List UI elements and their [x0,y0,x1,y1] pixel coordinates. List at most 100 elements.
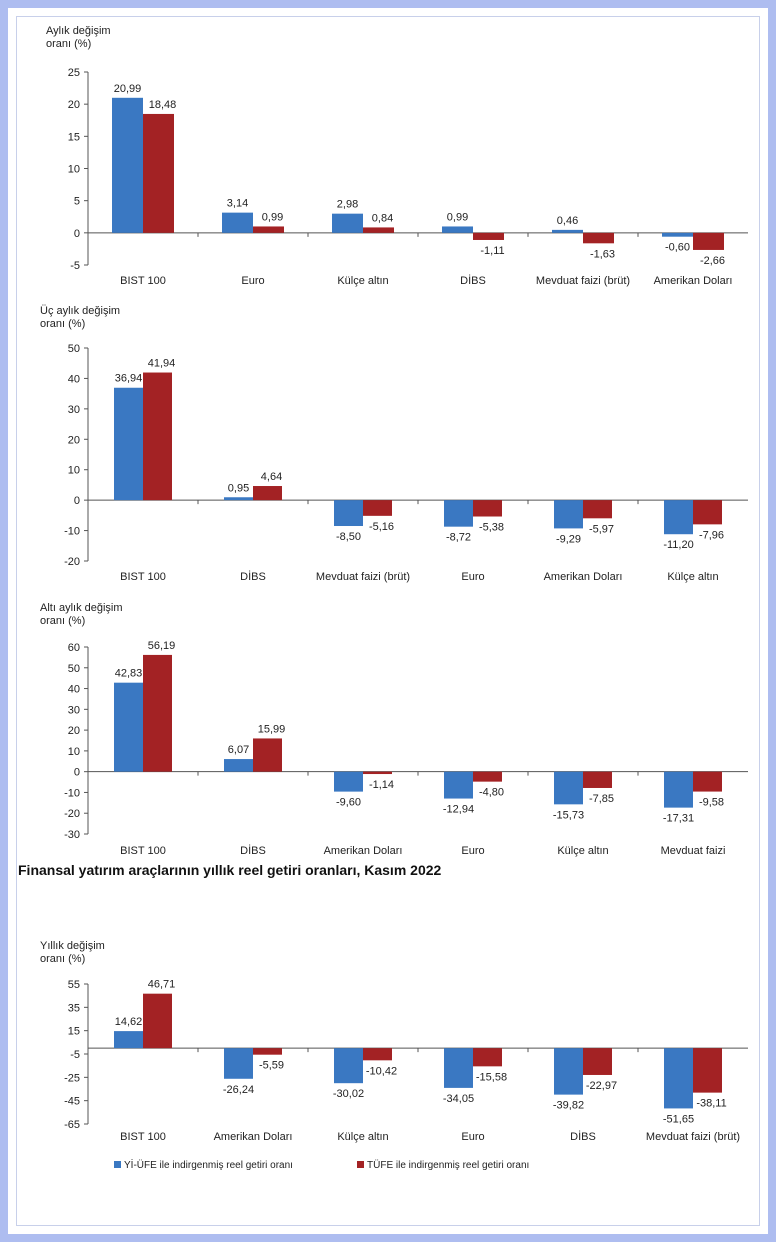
chart3-value-label-s1: 42,83 [115,668,143,680]
chart4-bar-s2 [473,1048,502,1067]
chart4-ylabel-line-2: oranı (%) [40,953,85,965]
chart1-value-label-s2: 0,84 [372,212,393,224]
chart4-value-label-s1: -30,02 [333,1088,364,1100]
chart3-bar-s2 [363,771,392,775]
chart3-value-label-s2: 15,99 [258,723,286,735]
chart4-category-label: Külçe altın [337,1131,388,1143]
chart4-ytick-label: -5 [70,1049,80,1061]
chart4-bar-s1 [664,1048,693,1109]
chart2-category-label: Mevduat faizi (brüt) [316,571,410,583]
chart1-ylabel-line-2: oranı (%) [46,38,91,50]
chart2-ytick-label: 40 [68,373,80,385]
chart2-value-label-s1: -11,20 [663,539,693,551]
chart4-bar-s1 [224,1048,253,1079]
chart3-bar-s2 [473,771,502,782]
chart1-category-label: BIST 100 [120,275,166,287]
chart4-bar-s2 [363,1048,392,1061]
chart2-ytick-label: 20 [68,434,80,446]
chart1-value-label-s1: 0,46 [557,215,578,227]
chart4-value-label-s2: -10,42 [366,1065,397,1077]
chart4-ytick-label: 55 [68,979,80,991]
chart3-ylabel-line-2: oranı (%) [40,615,85,627]
page-inner-border [16,16,760,1226]
chart4-bar-s2 [143,993,172,1049]
chart4-title: Finansal yatırım araçlarının yıllık reel… [18,862,442,878]
chart4-ytick-label: 35 [68,1002,80,1014]
chart1-bar-s1 [442,226,473,233]
chart1-ytick-label: 25 [68,67,80,79]
chart3-ytick-label: 50 [68,663,80,675]
chart4-bar-s1 [444,1048,473,1088]
legend-label-series1: Yİ-ÜFE ile indirgenmiş reel getiri oranı [124,1158,293,1171]
chart3-bar-s2 [583,771,612,788]
chart4-category-label: Euro [461,1131,484,1143]
chart3-ylabel-line-1: Altı aylık değişim [40,602,123,614]
chart3-value-label-s1: -12,94 [443,804,474,816]
chart1-value-label-s2: 18,48 [149,99,177,111]
chart1-value-label-s1: 2,98 [337,199,358,211]
chart4-bar-s1 [334,1048,363,1084]
chart2-category-label: Külçe altın [667,571,718,583]
chart4-value-label-s1: 14,62 [115,1016,143,1028]
chart3-bar-s1 [554,771,583,805]
chart2-value-label-s1: -9,29 [556,533,581,545]
chart2-bar-s2 [583,500,612,519]
chart2-bar-s1 [114,387,143,501]
chart2-bar-s2 [363,500,392,516]
chart3-value-label-s1: -15,73 [553,809,584,821]
chart2-ytick-label: 30 [68,404,80,416]
chart3-ytick-label: 30 [68,704,80,716]
legend-swatch-series2 [357,1161,364,1168]
chart4-value-label-s2: -15,58 [476,1071,507,1083]
chart3-category-label: DİBS [240,844,266,857]
chart4-value-label-s1: -26,24 [223,1084,254,1096]
chart1-value-label-s1: 20,99 [114,83,142,95]
chart2-bar-s2 [253,486,282,501]
chart1-category-label: Külçe altın [337,275,388,287]
chart3-ytick-label: -30 [64,829,80,841]
chart1-bar-s1 [332,213,363,233]
chart4-category-label: DİBS [570,1130,596,1143]
chart3-ytick-label: -10 [64,787,80,799]
chart2-ylabel-line-2: oranı (%) [40,318,85,330]
chart4-ytick-label: -45 [64,1096,80,1108]
chart1-value-label-s2: -1,63 [590,248,615,260]
chart2-value-label-s2: -7,96 [699,529,724,541]
chart2-ytick-label: 0 [74,495,80,507]
chart1-bar-s2 [583,232,614,244]
chart3-value-label-s2: 56,19 [148,640,176,652]
chart2-category-label: DİBS [240,570,266,583]
chart3-ytick-label: 0 [74,767,80,779]
chart1-ytick-label: -5 [70,260,80,272]
chart3-value-label-s1: -17,31 [663,813,694,825]
chart2-ytick-label: -10 [64,526,80,538]
chart2-value-label-s2: 41,94 [148,358,176,370]
chart4-bar-s2 [693,1048,722,1093]
chart4-value-label-s2: -5,59 [259,1060,284,1072]
chart2-value-label-s1: 0,95 [228,482,249,494]
chart3-ytick-label: 20 [68,725,80,737]
chart1-ytick-label: 0 [74,228,80,240]
chart3-value-label-s2: -4,80 [479,787,504,799]
chart2-value-label-s2: -5,97 [589,523,614,535]
chart1-bar-s2 [253,226,284,233]
chart1-value-label-s2: -1,11 [480,245,504,257]
chart3-bar-s2 [253,738,282,772]
chart1-bar-s2 [693,232,724,250]
chart4-value-label-s1: -51,65 [663,1113,694,1125]
chart3-value-label-s2: -7,85 [589,793,614,805]
chart2-value-label-s2: -5,38 [479,522,504,534]
chart2-ytick-label: 10 [68,465,80,477]
chart2-bar-s1 [664,500,693,535]
chart3-category-label: Mevduat faizi [661,845,726,857]
chart1-bar-s2 [473,232,504,240]
chart2-ylabel-line-1: Üç aylık değişim [40,305,120,317]
chart4-bar-s2 [253,1048,282,1055]
legend-swatch-series1 [114,1161,121,1168]
chart1-bar-s2 [363,227,394,233]
legend-label-series2: TÜFE ile indirgenmiş reel getiri oranı [367,1159,529,1171]
chart1-bar-s1 [222,212,253,233]
chart2-value-label-s2: -5,16 [369,521,394,533]
chart3-ytick-label: 10 [68,746,80,758]
